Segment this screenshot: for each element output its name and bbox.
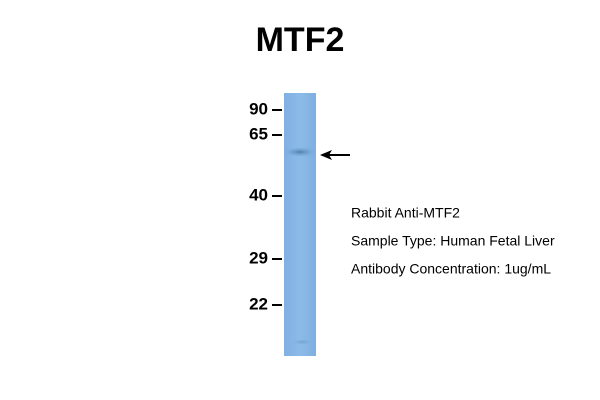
info-line: Sample Type: Human Fetal Liver <box>351 233 555 249</box>
info-line: Antibody Concentration: 1ug/mL <box>351 261 551 277</box>
protein-band <box>284 147 316 157</box>
marker-label: 90 <box>249 99 268 118</box>
marker-label: 40 <box>249 185 268 204</box>
faint-band <box>292 339 312 345</box>
arrow <box>320 150 350 160</box>
marker-label: 65 <box>249 124 268 143</box>
info-text: Rabbit Anti-MTF2 Sample Type: Human Fetal… <box>351 205 555 277</box>
marker-label: 22 <box>249 294 268 313</box>
title: MTF2 <box>256 21 345 59</box>
info-line: Rabbit Anti-MTF2 <box>351 205 460 221</box>
blot-lane <box>284 93 316 356</box>
marker-label: 29 <box>249 248 268 267</box>
marker-ladder: 90 65 40 29 22 <box>249 99 282 313</box>
